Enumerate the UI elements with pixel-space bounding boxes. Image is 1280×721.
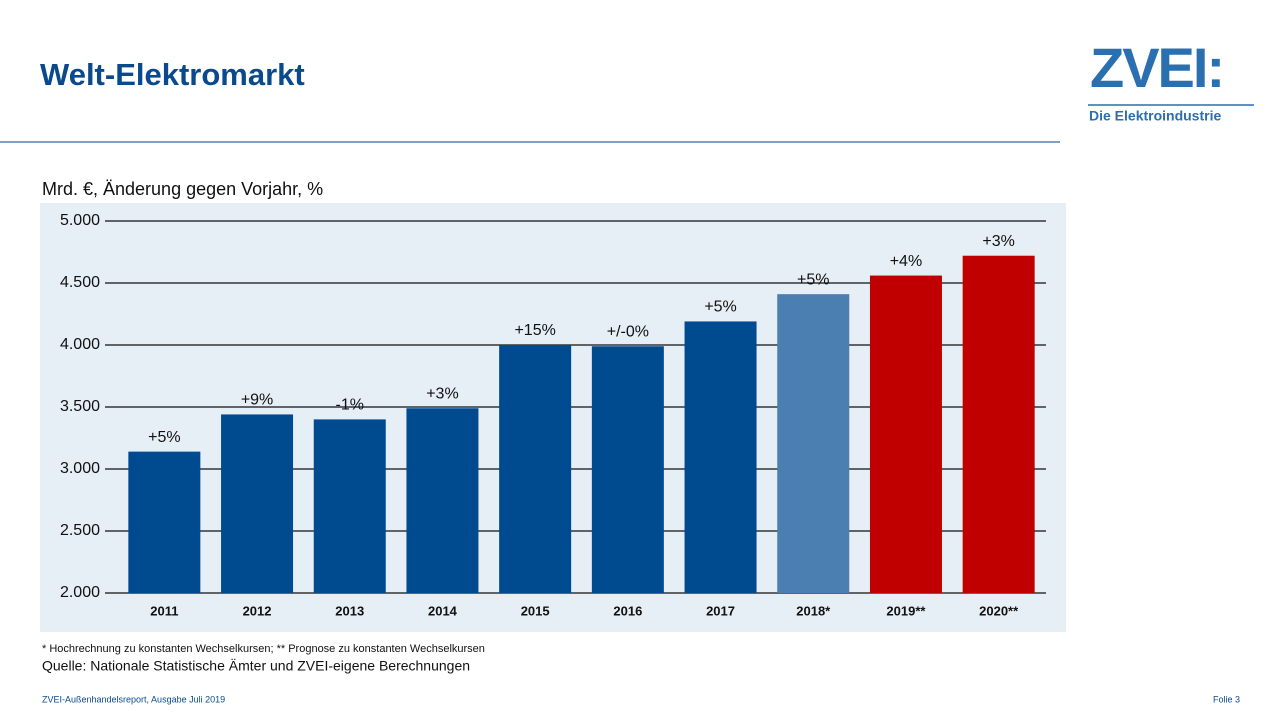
x-tick-label: 2011 (150, 603, 178, 618)
bar (406, 408, 479, 593)
change-label: +3% (426, 385, 458, 402)
x-tick-label: 2019** (886, 603, 926, 618)
x-tick-label: 2018* (796, 603, 831, 618)
slide-title: Welt-Elektromarkt (40, 57, 305, 92)
chart-subtitle: Mrd. €, Änderung gegen Vorjahr, % (42, 179, 323, 199)
source: Quelle: Nationale Statistische Ämter und… (42, 658, 470, 674)
x-tick-label: 2020** (979, 603, 1019, 618)
x-tick-label: 2016 (613, 603, 642, 618)
bar (869, 275, 942, 593)
change-label: +5% (797, 271, 829, 288)
bar (962, 255, 1035, 593)
bar (128, 451, 201, 593)
change-label: +4% (890, 253, 922, 270)
y-tick-label: 4.500 (60, 274, 100, 291)
bar (591, 346, 664, 593)
logo: ZVEI: (1090, 36, 1223, 99)
y-tick-label: 2.000 (60, 584, 100, 601)
y-tick-label: 4.000 (60, 336, 100, 353)
footer-left: ZVEI-Außenhandelsreport, Ausgabe Juli 20… (42, 694, 225, 704)
change-label: -1% (336, 397, 364, 414)
bar (777, 294, 850, 593)
bar (221, 414, 294, 593)
y-tick-label: 3.500 (60, 398, 100, 415)
change-label: +3% (982, 233, 1014, 250)
x-tick-label: 2012 (243, 603, 272, 618)
footer-right: Folie 3 (1213, 694, 1240, 704)
x-tick-label: 2013 (335, 603, 364, 618)
y-tick-label: 2.500 (60, 522, 100, 539)
logo-subtitle: Die Elektroindustrie (1089, 108, 1221, 124)
change-label: +15% (514, 322, 555, 339)
change-label: +5% (704, 299, 736, 316)
bar (684, 321, 757, 593)
change-label: +9% (241, 392, 273, 409)
change-label: +/-0% (607, 323, 649, 340)
x-tick-label: 2014 (428, 603, 458, 618)
bar (499, 345, 572, 593)
bar (313, 419, 386, 593)
y-tick-label: 3.000 (60, 460, 100, 477)
footnote: * Hochrechnung zu konstanten Wechselkurs… (42, 643, 485, 655)
y-tick-label: 5.000 (60, 212, 100, 229)
plot: 2.000 2.500 3.000 3.500 4.000 4.500 5.000 2011 +… (60, 212, 1046, 618)
x-tick-label: 2017 (706, 603, 735, 618)
change-label: +5% (148, 429, 180, 446)
x-tick-label: 2015 (521, 603, 550, 618)
